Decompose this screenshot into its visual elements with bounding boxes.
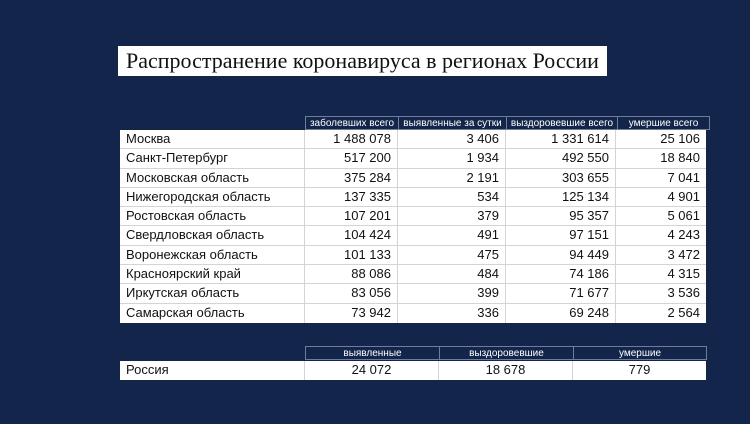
page-title: Распространение коронавируса в регионах …	[118, 46, 607, 76]
daily-cases: 399	[398, 284, 506, 303]
deaths-total: 5 061	[667, 208, 700, 224]
daily-cases: 534	[398, 187, 506, 207]
daily-cases: 379	[398, 207, 506, 226]
table-row: Санкт-Петербург 517 200 1 934 492 550 18…	[120, 149, 706, 169]
total-cases: 137 335	[305, 187, 398, 207]
table-row: Нижегородская область 137 335 534 125 13…	[120, 187, 706, 208]
recovered-cases: 18 678	[439, 361, 573, 381]
region-name: Нижегородская область	[120, 187, 305, 207]
russia-table-header: выявленные выздоровевшие умершие	[305, 346, 707, 360]
recovered-total: 71 677	[506, 284, 616, 303]
table-row: Самарская область 73 942 336 69 248 2 56…	[120, 303, 706, 323]
region-name: Воронежская область	[120, 245, 305, 265]
table-row: Московская область 375 284 2 191 303 655…	[120, 168, 706, 188]
deaths-total: 3 472	[667, 246, 700, 262]
region-name: Свердловская область	[120, 226, 305, 245]
daily-cases: 491	[398, 226, 506, 245]
total-cases: 107 201	[305, 207, 398, 226]
recovered-total: 95 357	[506, 207, 616, 226]
deaths-total: 2 564	[667, 304, 700, 320]
table-row: Красноярский край 88 086 484 74 186 4 31…	[120, 265, 706, 285]
column-header-detected: выявленные	[305, 346, 439, 360]
daily-cases: 475	[398, 245, 506, 265]
region-name: Ростовская область	[120, 207, 305, 226]
recovered-total: 94 449	[506, 245, 616, 265]
total-cases: 104 424	[305, 226, 398, 245]
column-header-daily: выявленные за сутки	[398, 116, 506, 130]
country-name: Россия	[120, 361, 305, 381]
total-cases: 375 284	[305, 168, 398, 187]
total-cases: 83 056	[305, 284, 398, 303]
deaths-total: 7 041	[667, 169, 700, 185]
column-header-total: заболевших всего	[305, 116, 398, 130]
recovered-total: 97 151	[506, 226, 616, 245]
region-name: Москва	[120, 130, 305, 149]
region-name: Московская область	[120, 168, 305, 187]
recovered-total: 492 550	[506, 149, 616, 168]
regions-table-header: заболевших всего выявленные за сутки выз…	[305, 116, 710, 130]
daily-cases: 484	[398, 265, 506, 284]
table-row: Свердловская область 104 424 491 97 151 …	[120, 226, 706, 246]
column-header-deaths: умершие всего	[617, 116, 710, 130]
total-cases: 101 133	[305, 245, 398, 265]
deaths-total: 4 315	[667, 266, 700, 282]
daily-cases: 2 191	[398, 168, 506, 187]
russia-table: Россия 24 072 18 678 779	[120, 361, 706, 381]
column-header-recovered: выздоровевшие всего	[506, 116, 617, 130]
table-row: Иркутская область 83 056 399 71 677 3 53…	[120, 284, 706, 304]
deaths-total: 3 536	[667, 285, 700, 301]
recovered-total: 303 655	[506, 168, 616, 187]
deaths-count: 779	[628, 362, 651, 377]
regions-table: Москва 1 488 078 3 406 1 331 614 25 106 …	[120, 130, 706, 323]
recovered-total: 125 134	[506, 187, 616, 207]
deaths-total: 4 901	[667, 188, 700, 204]
column-header-recovered: выздоровевшие	[439, 346, 573, 360]
region-name: Санкт-Петербург	[120, 149, 305, 168]
table-row: Воронежская область 101 133 475 94 449 3…	[120, 245, 706, 266]
total-cases: 1 488 078	[305, 130, 398, 149]
total-cases: 517 200	[305, 149, 398, 168]
recovered-total: 69 248	[506, 303, 616, 323]
daily-cases: 3 406	[398, 130, 506, 149]
region-name: Самарская область	[120, 303, 305, 323]
daily-cases: 1 934	[398, 149, 506, 168]
deaths-total: 4 243	[667, 227, 700, 243]
recovered-total: 1 331 614	[506, 130, 616, 149]
table-row: Ростовская область 107 201 379 95 357 5 …	[120, 207, 706, 227]
deaths-total: 25 106	[660, 131, 700, 146]
region-name: Красноярский край	[120, 265, 305, 284]
recovered-total: 74 186	[506, 265, 616, 284]
daily-cases: 336	[398, 303, 506, 323]
region-name: Иркутская область	[120, 284, 305, 303]
total-cases: 73 942	[305, 303, 398, 323]
column-header-deaths: умершие	[573, 346, 707, 360]
deaths-total: 18 840	[660, 150, 700, 166]
detected-cases: 24 072	[305, 361, 439, 381]
total-cases: 88 086	[305, 265, 398, 284]
table-row: Россия 24 072 18 678 779	[120, 361, 706, 381]
table-row: Москва 1 488 078 3 406 1 331 614 25 106	[120, 130, 706, 150]
